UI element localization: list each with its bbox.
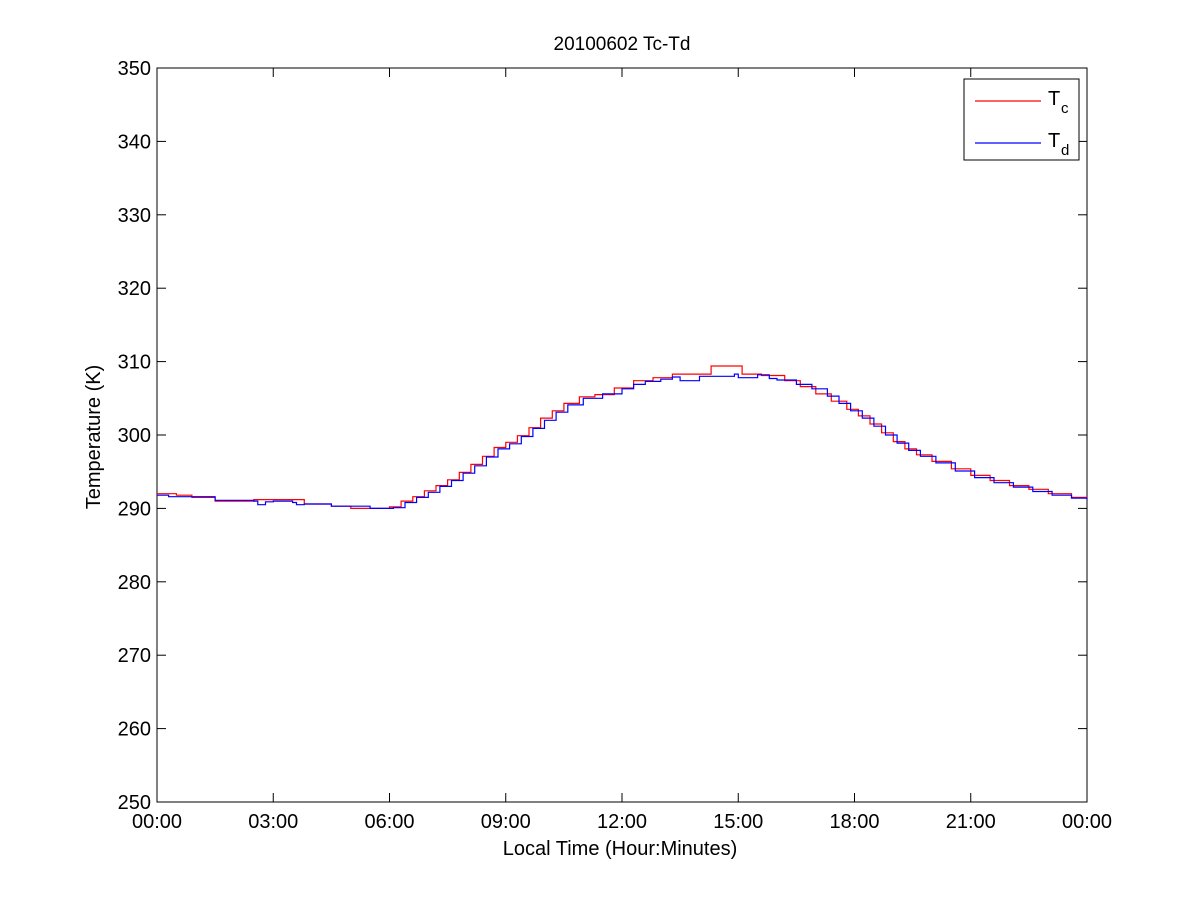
y-tick-label: 310 bbox=[118, 352, 151, 374]
y-tick-label: 250 bbox=[118, 792, 151, 814]
x-axis: 00:00 03:00 06:00 09:00 12:00 15:00 18:00 21:00… bbox=[132, 68, 1112, 833]
legend-box bbox=[963, 78, 1080, 161]
x-tick-label: 18:00 bbox=[829, 811, 879, 833]
y-tick-label: 320 bbox=[118, 278, 151, 300]
x-axis-title: Local Time (Hour:Minutes) bbox=[503, 838, 738, 860]
series-layer bbox=[157, 365, 1088, 509]
x-tick-label: 00:00 bbox=[132, 811, 182, 833]
x-tick-label: 00:00 bbox=[1062, 811, 1112, 833]
y-tick-label: 280 bbox=[118, 572, 151, 594]
series-line-Td bbox=[157, 373, 1088, 509]
x-tick-label: 06:00 bbox=[364, 811, 414, 833]
x-tick-label: 15:00 bbox=[713, 811, 763, 833]
y-tick-label: 270 bbox=[118, 645, 151, 667]
x-tick-label: 12:00 bbox=[597, 811, 647, 833]
chart-title: 20100602 Tc-Td bbox=[554, 34, 691, 55]
legend-label-subscript: c bbox=[1061, 100, 1069, 117]
plot-area bbox=[156, 67, 1088, 803]
y-tick-label: 330 bbox=[118, 205, 151, 227]
legend-label: T bbox=[1048, 130, 1060, 152]
x-tick-label: 03:00 bbox=[248, 811, 298, 833]
y-tick-label: 290 bbox=[118, 498, 151, 520]
series-line-Tc bbox=[157, 365, 1088, 509]
x-tick-label: 09:00 bbox=[481, 811, 531, 833]
y-tick-label: 260 bbox=[118, 719, 151, 741]
y-tick-label: 300 bbox=[118, 425, 151, 447]
legend-label: T bbox=[1048, 88, 1060, 110]
y-axis-title: Temperature (K) bbox=[83, 365, 105, 510]
y-tick-label: 350 bbox=[118, 58, 151, 80]
y-axis: 250 260 270 280 290 300 310 320 330 340 350 bbox=[118, 58, 1087, 814]
y-tick-label: 340 bbox=[118, 131, 151, 153]
x-tick-label: 21:00 bbox=[946, 811, 996, 833]
legend-label-subscript: d bbox=[1061, 142, 1069, 159]
plot-frame bbox=[156, 67, 1088, 803]
